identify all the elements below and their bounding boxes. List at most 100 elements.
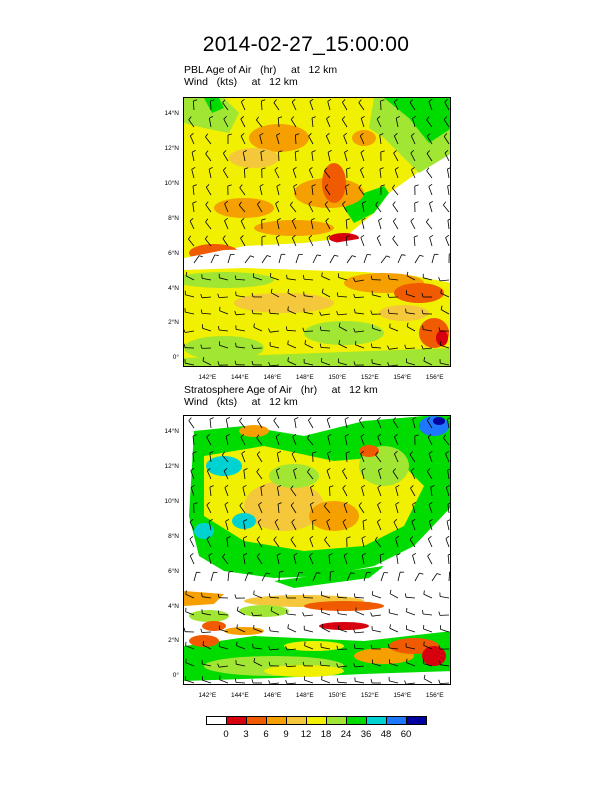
wind-barb [428,504,433,514]
wind-barb [395,538,399,548]
wind-barb-flag [429,234,434,238]
wind-barb [395,504,399,514]
wind-barb [239,420,246,429]
wind-barb-flag [319,661,322,666]
colorbar-label: 9 [283,729,289,740]
wind-barb-flag [290,502,295,506]
wind-barb [377,436,382,446]
wind-barb [310,220,314,230]
wind-barb [293,555,297,565]
wind-barb [372,629,382,633]
wind-barb-flag [291,519,295,523]
wind-barb [290,119,297,128]
wind-barb-flag [268,328,271,333]
wind-barb [269,364,280,366]
panel1-lon-tick-label: 144°E [230,374,249,381]
wind-barb [392,471,399,480]
wind-barb [287,292,297,298]
wind-barb [239,505,246,514]
wind-barb [259,135,263,145]
wind-barb-flag [409,536,414,540]
wind-barb [344,436,348,446]
wind-barb [377,504,382,514]
wind-barb [359,135,365,145]
wind-barb [287,682,297,684]
wind-barb-flag [287,289,290,294]
wind-barb [210,100,212,111]
wind-barb-flag [444,149,449,154]
wind-barb-flag [447,502,450,505]
wind-barb [378,470,382,480]
wind-barb-flag [205,150,209,155]
wind-barb-flag [327,450,332,454]
wind-barb [346,572,352,582]
panel2-lat-tick-label: 10°N [164,498,179,506]
wind-barb [389,612,399,616]
wind-barb [291,101,297,111]
wind-barb-flag [446,519,450,522]
wind-barb-flag [227,184,232,187]
wind-barb [294,419,297,429]
wind-barb [192,186,195,196]
wind-barb-flag [353,593,356,598]
wind-barb-flag [443,116,448,120]
wind-barb [204,238,212,247]
wind-barb-flag [260,150,265,153]
wind-barb [389,662,399,667]
wind-barb-flag [447,468,450,471]
wind-barb-flag [206,184,210,188]
wind-barb [426,119,433,128]
wind-barb-flag [375,451,379,456]
wind-barb-flag [201,592,203,597]
wind-barb-flag [206,434,210,438]
wind-barb-flag [428,518,433,522]
wind-barb [276,186,280,196]
wind-barb [439,682,450,684]
wind-barb-flag [423,674,426,679]
wind-barb [361,220,365,230]
wind-barb-flag [276,467,280,471]
wind-barb [190,487,195,497]
wind-barb [423,277,433,281]
wind-barb [227,254,231,264]
wind-barb [361,470,365,480]
wind-barb-flag [386,255,391,258]
wind-barb [224,203,229,213]
wind-barb [379,169,382,179]
wind-barb-flag [234,310,237,315]
wind-barb [224,504,229,514]
wind-barb-flag [238,201,242,206]
wind-barb-flag [185,658,187,663]
wind-barb-flag [192,201,197,204]
wind-barb [378,220,382,230]
wind-barb [308,135,314,145]
wind-barb-flag [338,322,341,327]
wind-barb-flag [353,328,356,333]
wind-barb-flag [428,450,433,454]
wind-barb [208,169,212,179]
wind-barb [428,453,433,463]
wind-barb-flag [241,98,245,103]
wind-barb [208,118,212,128]
wind-barb-flag [243,519,248,522]
wind-barb-flag [379,167,384,170]
wind-barb [325,220,331,230]
colorbar-box [266,716,287,725]
wind-barb [324,187,331,196]
wind-barb [379,554,382,565]
panel2-title-wind: Wind (kts) at 12 km [184,396,298,408]
wind-barb [210,572,214,582]
wind-barb [287,360,297,366]
wind-barb-flag [423,641,425,646]
wind-barb-flag [289,201,293,206]
wind-barb [406,628,416,633]
wind-barb [240,135,246,145]
wind-barb [376,521,382,531]
panel2-lon-tick-label: 146°E [263,692,282,699]
wind-barb [412,555,416,565]
wind-barb-flag [291,451,296,455]
wind-barb-flag [392,201,396,205]
wind-barb-flag [443,133,448,137]
wind-barb-flag [377,518,381,523]
wind-barb [219,344,229,349]
